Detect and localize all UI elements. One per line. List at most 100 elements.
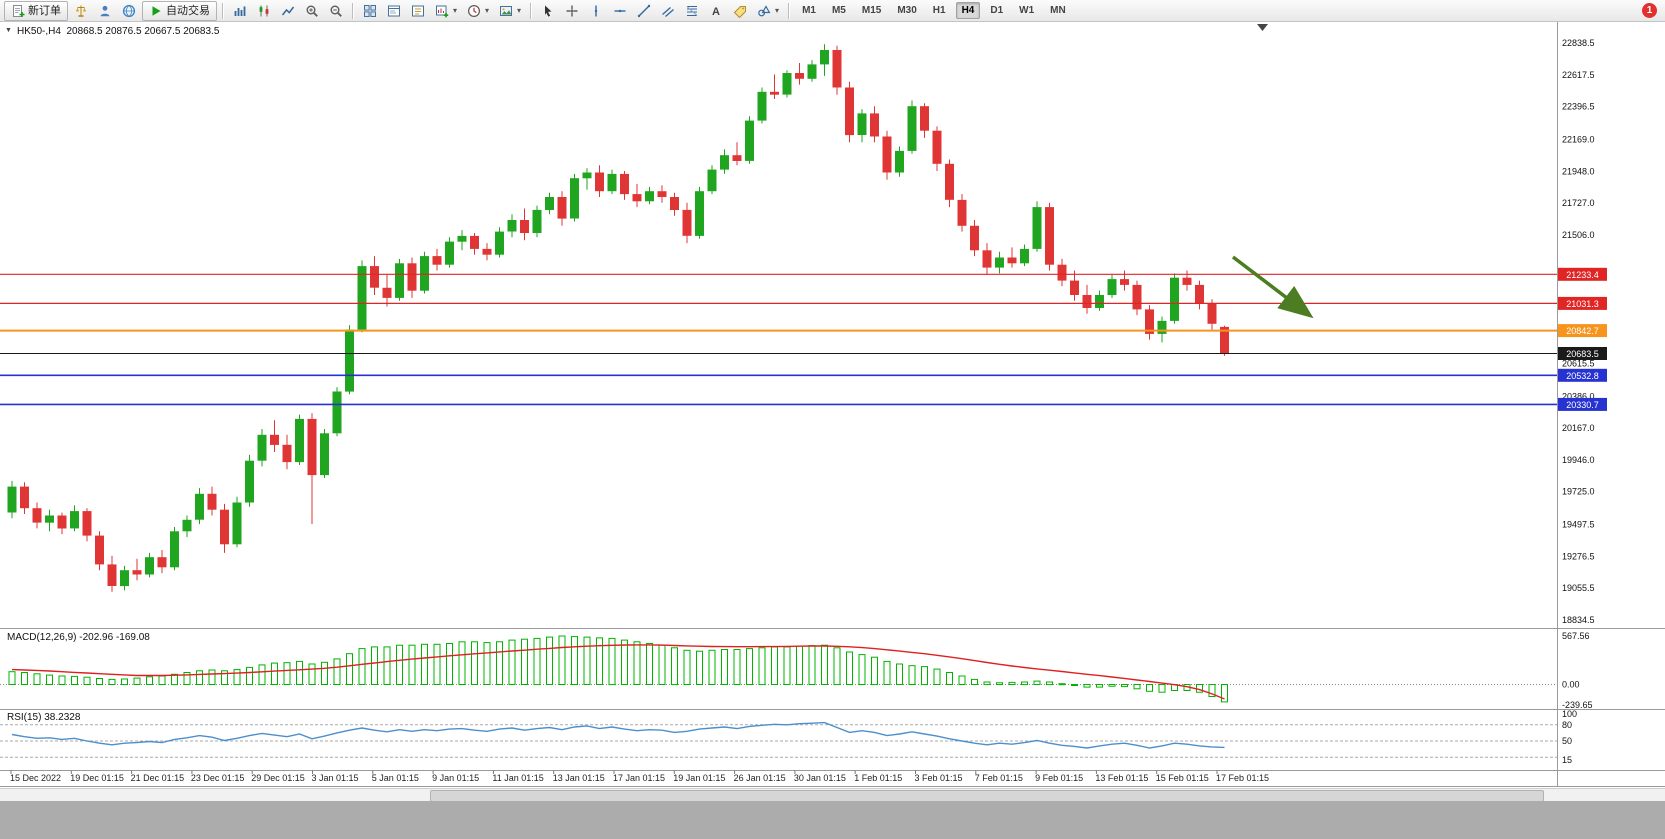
timeframe-button-m30[interactable]: M30 <box>897 5 917 16</box>
candle <box>782 70 792 98</box>
autotrade-button[interactable]: 自动交易 <box>142 0 217 21</box>
crosshair-icon <box>566 5 578 16</box>
new-chart-caret-icon[interactable]: ▾ <box>453 6 458 15</box>
trendline-button[interactable] <box>633 1 655 21</box>
market-watch-icon <box>76 5 86 17</box>
time-axis-label: 15 Dec 2022 <box>10 773 61 783</box>
price-badge: 21031.3 <box>1558 296 1607 310</box>
arrow-objects-button[interactable]: ▾ <box>753 1 783 21</box>
price-badge: 20842.7 <box>1558 324 1607 338</box>
candle <box>395 258 404 301</box>
candle <box>607 169 617 195</box>
price-scale-label: 19497.5 <box>1562 520 1595 530</box>
crosshair-button[interactable] <box>561 1 583 21</box>
data-window-button[interactable] <box>383 1 405 21</box>
annotation-arrow[interactable] <box>1231 255 1314 319</box>
candle <box>832 45 842 95</box>
timeframe-button-m15[interactable]: M15 <box>861 5 882 16</box>
candle <box>157 550 167 574</box>
notification-badge[interactable]: 1 <box>1642 3 1657 18</box>
candle <box>682 202 692 244</box>
candle <box>170 527 179 571</box>
timeframe-button-h1[interactable]: H1 <box>932 5 946 16</box>
trendline-icon <box>637 4 651 17</box>
candle <box>482 243 492 261</box>
profile-button[interactable] <box>94 1 116 21</box>
autotrade-icon <box>152 5 161 16</box>
chart-shift-marker[interactable] <box>1257 24 1268 31</box>
candle <box>770 74 779 99</box>
price-scale-label: 19055.5 <box>1562 583 1595 593</box>
candle <box>732 142 742 166</box>
zoom-in-button[interactable] <box>301 1 323 21</box>
time-axis-label: 26 Jan 01:15 <box>734 773 786 783</box>
candlestick-mode-button[interactable] <box>253 1 275 21</box>
candle <box>970 220 979 257</box>
tile-windows-button[interactable] <box>359 1 381 21</box>
candle <box>545 192 554 215</box>
profile-icon <box>100 5 110 16</box>
timeframe-button-h4[interactable]: H4 <box>955 2 981 19</box>
price-scale-label: 22396.5 <box>1562 102 1595 112</box>
svg-text:20842.7: 20842.7 <box>1566 326 1599 336</box>
rsi-scale-label: 100 <box>1562 709 1577 719</box>
rsi-scale-label: 50 <box>1562 736 1572 746</box>
bar-chart-mode-button[interactable] <box>229 1 251 21</box>
one-click-trading-toggle[interactable]: ▼ <box>5 27 12 34</box>
candle <box>982 243 992 275</box>
time-axis-label: 17 Feb 01:15 <box>1216 773 1269 783</box>
price-scale-label: 22169.0 <box>1562 135 1595 145</box>
text-label-button[interactable] <box>729 1 751 21</box>
community-icon <box>122 4 136 17</box>
price-scale-label: 19946.0 <box>1562 455 1595 465</box>
candle <box>1170 273 1179 324</box>
candle <box>195 488 204 525</box>
new-chart-button[interactable]: ▾ <box>431 1 461 21</box>
candle <box>657 185 667 203</box>
toolbar: 新订单 自动交易 ▾ ▾ ▾ A ▾ M1 M5 M15 M30 H1 H4 D1 W1 MN 1 <box>0 0 1665 22</box>
equidistant-channel-button[interactable] <box>657 1 679 21</box>
svg-text:21031.3: 21031.3 <box>1566 299 1599 309</box>
text-button[interactable]: A <box>705 1 727 21</box>
zoom-out-button[interactable] <box>325 1 347 21</box>
svg-text:21233.4: 21233.4 <box>1566 270 1599 280</box>
timeframe-button-m5[interactable]: M5 <box>831 5 846 16</box>
periods-button[interactable]: ▾ <box>463 1 493 21</box>
timeframe-button-d1[interactable]: D1 <box>990 5 1004 16</box>
candle <box>357 260 367 333</box>
horizontal-scrollbar[interactable] <box>0 788 1665 802</box>
candlestick-mode-icon <box>259 5 269 16</box>
templates-caret-icon[interactable]: ▾ <box>517 6 522 15</box>
candle <box>695 186 704 239</box>
candle <box>1020 244 1029 267</box>
market-watch-button[interactable] <box>70 1 92 21</box>
horizontal-line-button[interactable] <box>609 1 631 21</box>
candle <box>957 194 967 232</box>
templates-button[interactable]: ▾ <box>495 1 525 21</box>
arrow-objects-caret-icon[interactable]: ▾ <box>775 6 780 15</box>
timeframe-button-mn[interactable]: MN <box>1050 5 1066 16</box>
timeframe-button-m1[interactable]: M1 <box>802 5 816 16</box>
candle <box>995 251 1004 274</box>
timeframe-button-w1[interactable]: W1 <box>1019 5 1035 16</box>
line-chart-mode-button[interactable] <box>277 1 299 21</box>
price-badge: 20330.7 <box>1558 397 1607 411</box>
cursor-button[interactable] <box>537 1 559 21</box>
vertical-line-button[interactable] <box>585 1 607 21</box>
candle <box>895 146 904 177</box>
candle <box>345 325 354 395</box>
navigator-button[interactable] <box>407 1 429 21</box>
candle <box>45 509 54 532</box>
fibonacci-retracement-button[interactable] <box>681 1 703 21</box>
candle <box>7 480 17 519</box>
candle <box>270 420 279 452</box>
candle <box>132 558 142 581</box>
candle <box>382 274 392 307</box>
new-order-button[interactable]: 新订单 <box>4 0 68 21</box>
periods-caret-icon[interactable]: ▾ <box>485 6 490 15</box>
candle <box>407 257 417 298</box>
candle <box>507 214 517 238</box>
community-button[interactable] <box>118 1 140 21</box>
svg-text:20683.5: 20683.5 <box>1566 349 1599 359</box>
